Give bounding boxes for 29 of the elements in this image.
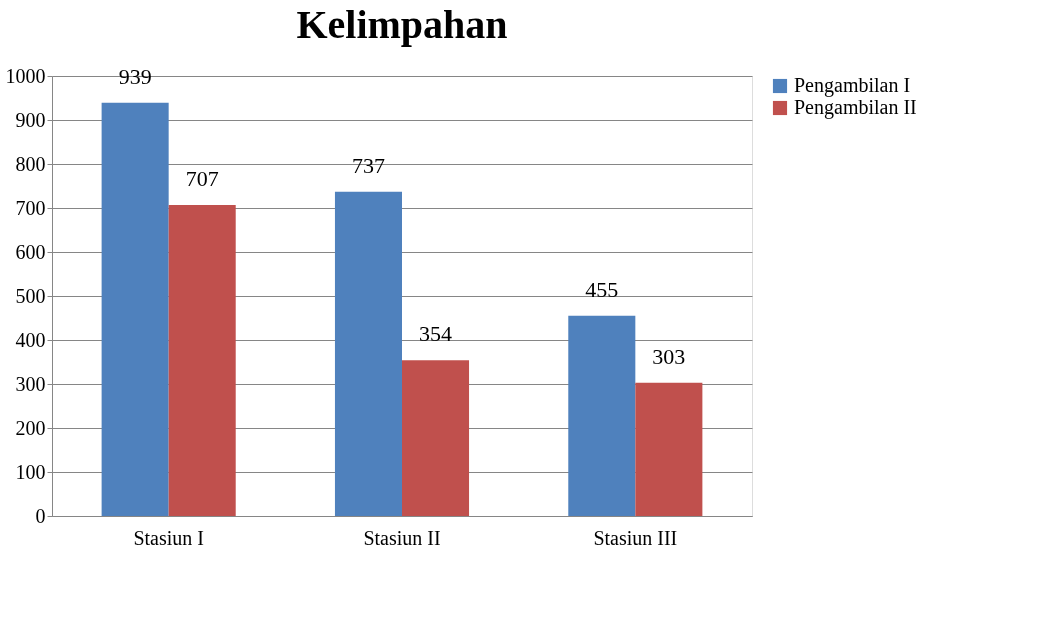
data-label: 939 — [118, 63, 152, 89]
x-tick-label: Stasiun III — [593, 526, 678, 549]
y-tick-label: 100 — [15, 460, 46, 483]
chart-title: Kelimpahan — [296, 1, 508, 47]
y-tick-label: 400 — [15, 328, 46, 351]
y-tick-label: 600 — [15, 240, 46, 263]
data-label: 707 — [185, 165, 219, 191]
y-tick-label: 500 — [15, 284, 46, 307]
legend-label: Pengambilan I — [794, 74, 911, 97]
y-tick-label: 1000 — [5, 64, 46, 87]
y-tick-label: 300 — [15, 372, 46, 395]
bar — [635, 382, 703, 516]
x-tick-label: Stasiun II — [363, 526, 441, 549]
bar — [168, 204, 236, 516]
bar — [334, 191, 402, 516]
data-label: 737 — [351, 152, 385, 178]
bar — [402, 360, 470, 516]
y-tick-label: 800 — [15, 152, 46, 175]
legend-label: Pengambilan II — [794, 96, 917, 119]
data-label: 354 — [419, 321, 453, 347]
bar — [568, 315, 636, 516]
y-tick-label: 0 — [35, 504, 46, 527]
data-label: 455 — [585, 276, 619, 302]
data-label: 303 — [652, 343, 686, 369]
y-tick-label: 700 — [15, 196, 46, 219]
y-tick-label: 200 — [15, 416, 46, 439]
y-tick-label: 900 — [15, 108, 46, 131]
x-tick-label: Stasiun I — [133, 526, 204, 549]
bar — [101, 102, 169, 516]
